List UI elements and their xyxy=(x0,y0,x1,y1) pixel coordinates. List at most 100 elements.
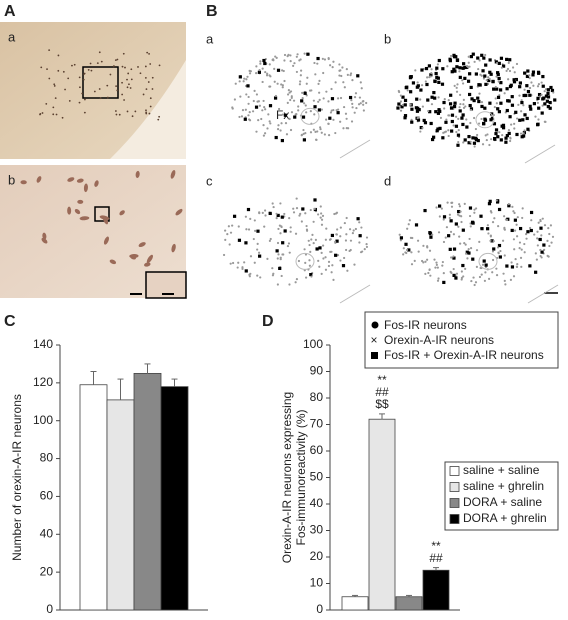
schematic-dot xyxy=(286,101,289,104)
schematic-dot xyxy=(281,241,285,245)
schematic-dot xyxy=(538,237,542,242)
schematic-dot xyxy=(455,86,458,89)
schematic-dot xyxy=(429,274,432,277)
schematic-dot xyxy=(269,85,272,88)
schematic-dot xyxy=(487,202,492,206)
schematic-dot xyxy=(475,265,478,269)
cell xyxy=(77,199,84,204)
schematic-dot xyxy=(320,272,323,275)
cell-dot xyxy=(148,52,150,55)
schematic-dot xyxy=(248,69,251,72)
schematic-dot xyxy=(339,69,342,72)
legend-swatch xyxy=(449,466,460,476)
schematic-dot xyxy=(467,251,471,255)
schematic-dot xyxy=(279,202,282,205)
sub-label: b xyxy=(384,31,391,46)
schematic-dot xyxy=(515,223,518,226)
schematic-dot xyxy=(337,108,340,111)
schematic-dot xyxy=(402,253,405,256)
schematic-dot xyxy=(244,215,247,218)
schematic-dot xyxy=(354,227,357,231)
schematic-dot xyxy=(320,223,324,226)
schematic-dot xyxy=(309,250,312,253)
schematic-dot xyxy=(414,69,417,72)
schematic-dot xyxy=(435,263,438,266)
legend-text: saline + saline xyxy=(463,463,540,477)
schematic-dot xyxy=(452,104,457,109)
schematic-dot xyxy=(488,199,492,203)
schematic-dot xyxy=(357,103,361,106)
schematic-dot xyxy=(271,267,274,270)
legend-text: DORA + saline xyxy=(463,495,542,509)
schematic-dot xyxy=(399,236,404,240)
schematic-dot xyxy=(492,122,497,126)
schematic-dot xyxy=(525,74,530,79)
schematic-dot xyxy=(450,119,454,124)
schematic-dot xyxy=(271,274,275,277)
schematic-dot xyxy=(504,140,508,144)
schematic-dot xyxy=(314,130,317,133)
schematic-dot xyxy=(509,136,512,139)
schematic-dot xyxy=(504,283,507,286)
schematic-dot xyxy=(460,270,463,273)
schematic-dot xyxy=(351,232,354,235)
schematic-dot xyxy=(290,111,294,114)
schematic-dot xyxy=(315,138,318,141)
schematic-dot xyxy=(449,106,454,110)
schematic-dot xyxy=(530,81,533,84)
schematic-dot xyxy=(546,88,550,92)
schematic-dot xyxy=(266,72,269,75)
schematic-dot xyxy=(515,132,519,137)
schematic-dot xyxy=(518,247,521,250)
cell-dot xyxy=(53,83,56,86)
schematic-dot xyxy=(345,216,348,220)
schematic-dot xyxy=(272,205,275,209)
panel-a: A a b xyxy=(0,3,187,299)
significance-label: ## xyxy=(375,385,389,399)
schematic-dot xyxy=(275,217,278,220)
schematic-dot xyxy=(327,100,330,103)
schematic-dot xyxy=(460,276,464,280)
schematic-dot xyxy=(277,124,280,127)
schematic-dot xyxy=(452,256,456,260)
cell xyxy=(170,170,176,179)
schematic-dot xyxy=(276,128,280,131)
schematic-dot xyxy=(480,227,484,231)
schematic-dot xyxy=(277,107,281,111)
schematic-dot xyxy=(535,258,538,261)
schematic-dot xyxy=(306,76,309,79)
schematic-dot xyxy=(547,226,550,230)
schematic-dot xyxy=(483,279,487,282)
schematic-dot xyxy=(287,242,291,245)
schematic-dot xyxy=(227,225,230,228)
schematic-dot xyxy=(485,79,488,82)
schematic-dot xyxy=(420,68,424,72)
schematic-dot xyxy=(289,90,293,93)
schematic-dot xyxy=(503,226,506,229)
cell-dot xyxy=(149,63,152,65)
schematic-dot xyxy=(479,214,483,218)
schematic-dot xyxy=(426,98,430,102)
schematic-dot xyxy=(302,128,305,132)
schematic-dot xyxy=(290,95,293,98)
schematic-dot xyxy=(465,250,469,254)
schematic-dot xyxy=(275,212,278,215)
cell-dot xyxy=(128,83,130,86)
cell-dot xyxy=(93,90,96,93)
schematic-dot xyxy=(450,256,453,259)
schematic-dot xyxy=(255,130,258,133)
schematic-dot xyxy=(512,210,515,213)
schematic-dot xyxy=(238,115,241,119)
schematic-dot xyxy=(499,101,503,105)
schematic-dot xyxy=(335,211,339,214)
schematic-dot xyxy=(312,220,315,223)
schematic-dot xyxy=(428,249,432,252)
cell-dot xyxy=(142,93,145,96)
schematic-dot xyxy=(405,251,408,255)
schematic-dot xyxy=(317,108,322,112)
schematic-dot xyxy=(416,81,419,84)
schematic-dot xyxy=(457,225,460,228)
significance-label: $$ xyxy=(375,397,389,411)
schematic-dot xyxy=(529,210,534,215)
significance-label: ** xyxy=(377,373,387,387)
